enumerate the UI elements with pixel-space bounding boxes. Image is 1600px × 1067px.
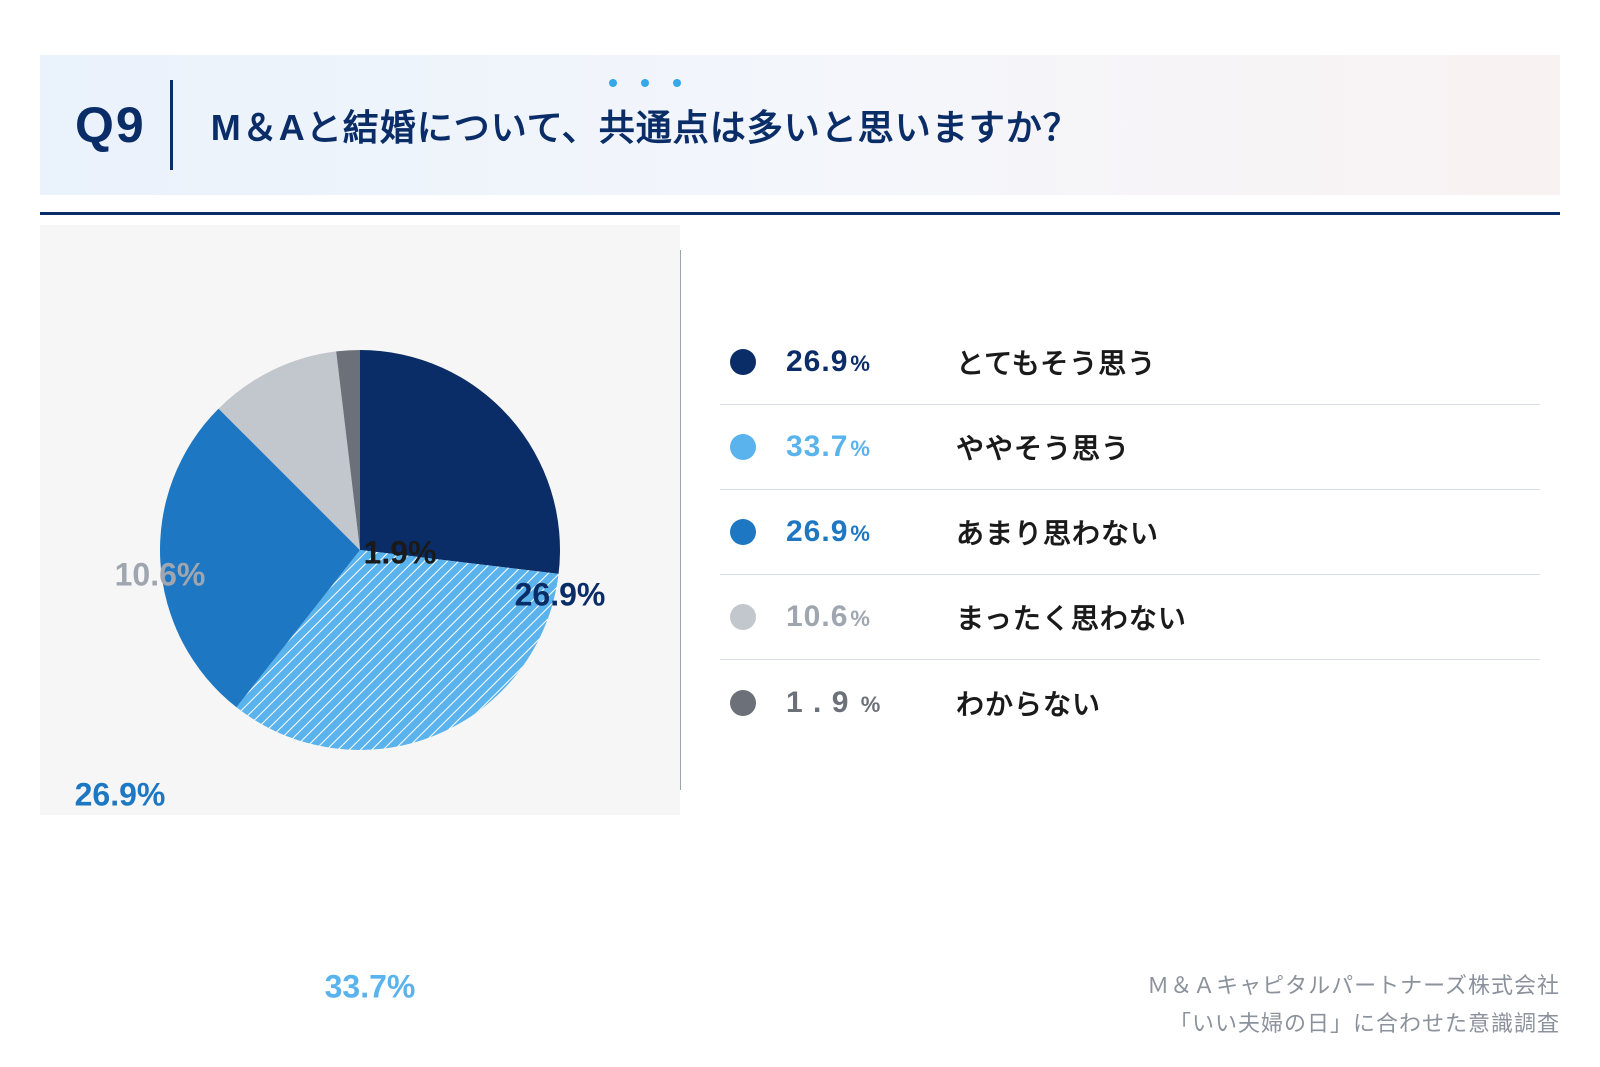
pie-slice-label: 10.6% (115, 557, 206, 594)
pie-svg (160, 350, 560, 750)
legend-percent: 33.7% (786, 430, 926, 464)
question-title: M＆Aと結婚について、共通点は多いと思いますか？ (211, 99, 1080, 151)
legend-label: わからない (956, 683, 1101, 723)
dot-icon (609, 79, 617, 87)
legend-row: 26.9% とてもそう思う (720, 320, 1540, 405)
footer-credit: Ｍ＆Ａキャピタルパートナーズ株式会社 「いい夫婦の日」に合わせた意識調査 (1147, 967, 1560, 1042)
legend: 26.9% とてもそう思う 33.7% ややそう思う 26.9% あまり思わない 10.6%… (720, 320, 1540, 745)
legend-swatch (730, 434, 756, 460)
question-title-text: M＆Aと結婚について、共通点は多いと思いますか？ (211, 107, 1080, 148)
legend-swatch (730, 690, 756, 716)
legend-percent: 26.9% (786, 345, 926, 379)
legend-label: まったく思わない (956, 597, 1187, 637)
pie-slice-label: 1.9% (364, 535, 437, 572)
pie-chart-panel: 26.9%33.7%26.9%10.6%1.9% (40, 225, 680, 815)
legend-label: とてもそう思う (956, 342, 1156, 382)
header-divider (170, 80, 173, 170)
footer-line-2: 「いい夫婦の日」に合わせた意識調査 (1147, 1005, 1560, 1042)
legend-percent: 1 . 9 % (786, 686, 926, 720)
header-underline (40, 212, 1560, 215)
question-header: Q9 M＆Aと結婚について、共通点は多いと思いますか？ (40, 55, 1560, 195)
legend-label: ややそう思う (956, 427, 1130, 467)
legend-swatch (730, 604, 756, 630)
dot-icon (641, 79, 649, 87)
pie-slice-label: 26.9% (515, 577, 606, 614)
pie-slice-label: 26.9% (75, 777, 166, 814)
legend-percent: 26.9% (786, 515, 926, 549)
legend-label: あまり思わない (956, 512, 1159, 552)
legend-swatch (730, 349, 756, 375)
legend-percent: 10.6% (786, 600, 926, 634)
chart-legend-divider (680, 250, 681, 790)
legend-row: 1 . 9 % わからない (720, 660, 1540, 745)
title-accent-dots (609, 79, 681, 87)
pie-chart (160, 350, 560, 750)
legend-swatch (730, 519, 756, 545)
legend-row: 33.7% ややそう思う (720, 405, 1540, 490)
question-number: Q9 (75, 96, 146, 154)
legend-row: 26.9% あまり思わない (720, 490, 1540, 575)
legend-row: 10.6% まったく思わない (720, 575, 1540, 660)
dot-icon (673, 79, 681, 87)
footer-line-1: Ｍ＆Ａキャピタルパートナーズ株式会社 (1147, 967, 1560, 1004)
pie-slice-label: 33.7% (325, 969, 416, 1006)
